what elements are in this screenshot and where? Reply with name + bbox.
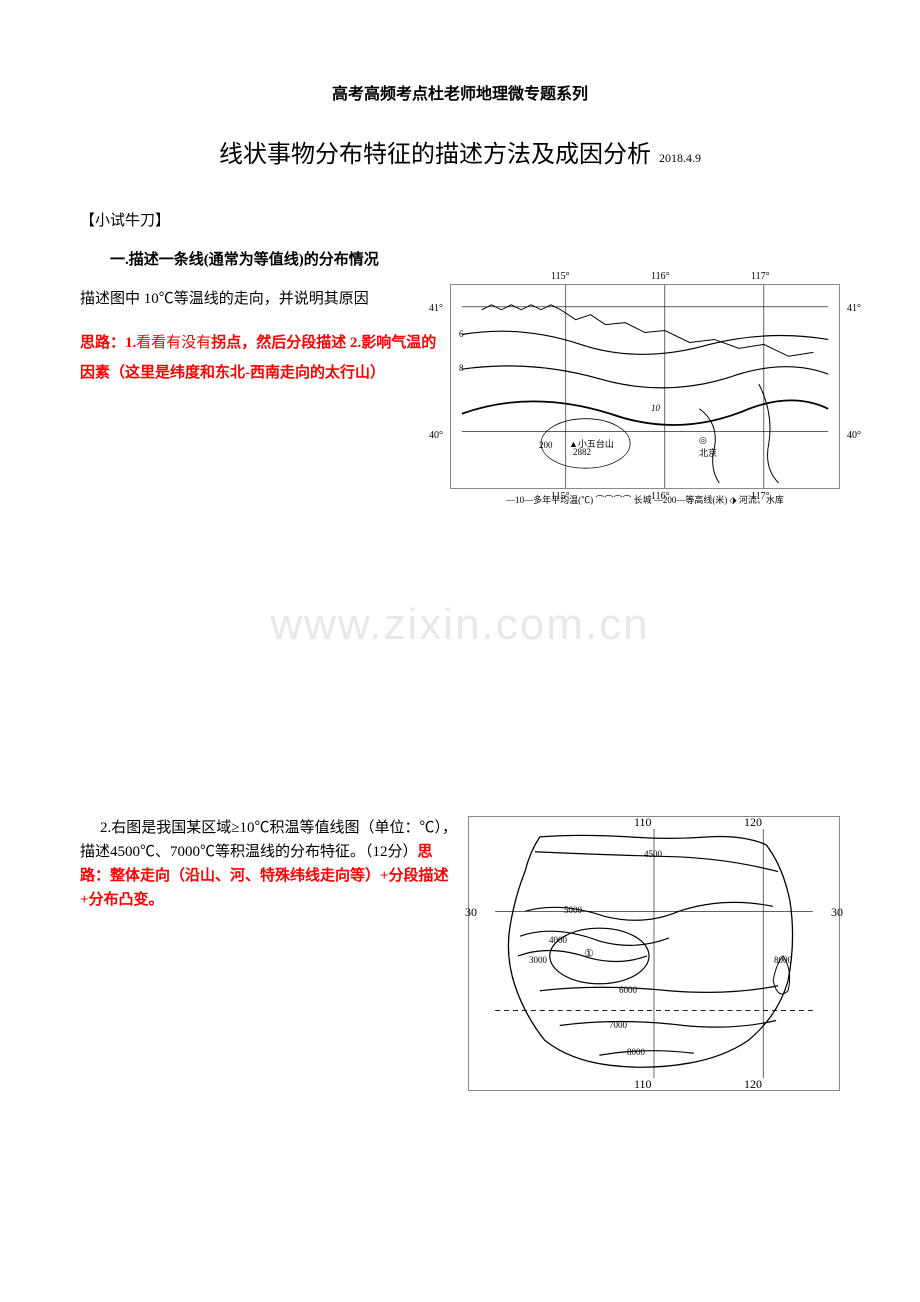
map1-lon-117: 117°: [751, 271, 770, 282]
map2-iso-3000: 3000: [529, 955, 547, 965]
title-date: 2018.4.9: [659, 151, 701, 165]
map1-lon-117b: 117°: [751, 491, 770, 502]
map1-lon-115: 115°: [551, 271, 570, 282]
q1-hint-1c: 拐点: [211, 335, 241, 351]
map1-svg: [451, 285, 839, 488]
map2-iso-4000: 4000: [549, 935, 567, 945]
map2-iso-8000a: 8000: [627, 1047, 645, 1057]
map1-contour-200: 200: [539, 440, 553, 450]
map2-lon-120b: 120: [744, 1077, 762, 1092]
map1-lon-116b: 116°: [651, 491, 670, 502]
q1-hint-1a: 1.: [125, 335, 136, 351]
map1-lon-115b: 115°: [551, 491, 570, 502]
map2: 110 120 110 120 30 30: [468, 816, 840, 1091]
map2-iso-8000b: 8000: [774, 955, 792, 965]
title-main: 线状事物分布特征的描述方法及成因分析: [219, 142, 651, 168]
q2-text: 2.右图是我国某区域≥10℃积温等值线图（单位：℃），描述4500℃、7000℃…: [80, 816, 460, 1091]
map1-lat-41r: 41°: [847, 303, 861, 314]
q1-text: 描述图中 10℃等温线的走向，并说明其原因 思路：1.看看有没有拐点，然后分段描…: [80, 284, 440, 506]
map1-iso-10: 10: [651, 403, 660, 413]
map1-lat-40l: 40°: [429, 430, 443, 441]
q2-num: 2.: [100, 820, 111, 836]
q1-hint-1b: 看看有没有: [136, 335, 211, 351]
map2-lon-110t: 110: [634, 815, 652, 830]
map2-iso-5000: 5000: [564, 905, 582, 915]
section-label: 【小试牛刀】: [80, 209, 840, 230]
q1-heading: 一.描述一条线(通常为等值线)的分布情况: [110, 248, 840, 269]
page-header: 高考高频考点杜老师地理微专题系列: [80, 80, 840, 104]
map2-lon-110b: 110: [634, 1077, 652, 1092]
map2-iso-7000: 7000: [609, 1020, 627, 1030]
map2-iso-4500: 4500: [644, 849, 662, 859]
map1-place1-elev: 2882: [573, 447, 591, 457]
map1-iso-6: 6: [459, 329, 464, 339]
map1-lat-41l: 41°: [429, 303, 443, 314]
q2-text1: 右图是我国某区域≥10℃积温等值线图（单位：℃），描述4500℃、7000℃等积…: [80, 820, 457, 860]
map2-iso-6000: 6000: [619, 985, 637, 995]
map1-iso-8: 8: [459, 363, 464, 373]
map2-lat-30r: 30: [831, 905, 843, 920]
watermark: www.zixin.com.cn: [0, 600, 920, 650]
map1-place2: ◎北京: [699, 435, 717, 459]
map1-lon-116: 116°: [651, 271, 670, 282]
map2-lat-30l: 30: [465, 905, 477, 920]
map1-lat-40r: 40°: [847, 430, 861, 441]
title-row: 线状事物分布特征的描述方法及成因分析 2018.4.9: [80, 134, 840, 169]
map2-lon-120t: 120: [744, 815, 762, 830]
map1: 115° 116° 117° 115° 116° 117° 41° 41° 40…: [450, 284, 840, 489]
map2-circle-1: ①: [584, 947, 594, 960]
q1-prompt: 描述图中 10℃等温线的走向，并说明其原因: [80, 284, 440, 314]
q1-hint-prefix: 思路：: [80, 335, 125, 351]
map1-legend: —10—多年平均温(℃) ⌒⌒⌒⌒ 长城 —200—等高线(米) ⬗ 河流、水库: [450, 493, 840, 506]
